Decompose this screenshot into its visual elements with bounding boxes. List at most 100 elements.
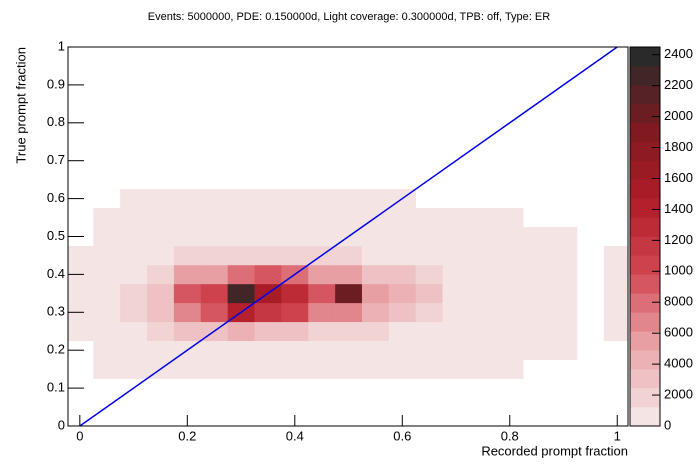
heatmap-cell	[254, 227, 282, 247]
heatmap-cell	[308, 340, 336, 360]
colorbar-band	[630, 255, 660, 275]
heatmap-cell	[281, 189, 309, 209]
colorbar-tick-label: 2400	[664, 46, 693, 61]
heatmap-cell	[361, 227, 390, 247]
heatmap-cell	[308, 302, 336, 323]
heatmap-cell	[200, 227, 228, 247]
colorbar-band	[630, 369, 660, 389]
heatmap-cell	[227, 208, 255, 228]
heatmap-cell	[388, 245, 417, 266]
heatmap-cell	[200, 245, 228, 266]
colorbar-band	[630, 274, 660, 294]
heatmap-cell	[361, 359, 390, 379]
heatmap-cell	[93, 359, 121, 379]
colorbar-tick-label: 4000	[664, 356, 693, 371]
colorbar-tick-label: 8000	[664, 294, 693, 309]
x-tick-label: 0.6	[393, 428, 411, 443]
heatmap-cell	[415, 359, 443, 379]
heatmap-cell	[227, 264, 255, 285]
heatmap-cell	[469, 283, 497, 304]
y-tick-label: 0.9	[47, 76, 65, 91]
heatmap-cell	[93, 340, 121, 360]
heatmap-cell	[388, 321, 417, 342]
heatmap-cell	[281, 208, 309, 228]
heatmap-cell	[254, 302, 282, 323]
heatmap-cell	[120, 321, 148, 342]
heatmap-cell	[496, 264, 524, 285]
heatmap-cell	[120, 264, 148, 285]
heatmap-cell	[361, 264, 390, 285]
heatmap-cell	[147, 321, 175, 342]
heatmap-cell	[254, 359, 282, 379]
heatmap-cell	[308, 208, 336, 228]
heatmap-cell	[120, 245, 148, 266]
y-tick-label: 0	[58, 417, 65, 432]
heatmap-cell	[496, 227, 524, 247]
heatmap-cell	[442, 359, 470, 379]
heatmap	[68, 189, 628, 379]
heatmap-cell	[93, 227, 121, 247]
x-tick-label: 0.4	[286, 428, 304, 443]
heatmap-cell	[388, 208, 417, 228]
heatmap-cell	[496, 302, 524, 323]
heatmap-cell	[93, 283, 121, 304]
y-tick-label: 0.1	[47, 380, 65, 395]
heatmap-cell	[523, 340, 551, 360]
colorbar-band	[630, 312, 660, 332]
heatmap-cell	[308, 264, 336, 285]
heatmap-cell	[469, 302, 497, 323]
heatmap-cell	[200, 189, 228, 209]
heatmap-cell	[335, 208, 363, 228]
colorbar-band	[630, 407, 660, 427]
heatmap-cell	[442, 245, 470, 266]
heatmap-cell	[120, 340, 148, 360]
heatmap-cell	[361, 283, 390, 304]
y-tick-label: 0.8	[47, 114, 65, 129]
heatmap-cell	[335, 321, 363, 342]
heatmap-cell	[442, 208, 470, 228]
heatmap-cell	[550, 321, 578, 342]
heatmap-cell	[200, 359, 228, 379]
colorbar-tick-label: 0	[664, 417, 671, 432]
colorbar-tick-label: 6000	[664, 325, 693, 340]
heatmap-cell	[415, 208, 443, 228]
heatmap-cell	[603, 245, 628, 266]
colorbar-tick-label: 1600	[664, 170, 693, 185]
heatmap-cell	[227, 321, 255, 342]
heatmap-cell	[361, 302, 390, 323]
heatmap-cell	[361, 245, 390, 266]
heatmap-cell	[227, 359, 255, 379]
colorbar-band	[630, 293, 660, 313]
y-tick-label: 1	[58, 38, 65, 53]
colorbar-band	[630, 350, 660, 370]
heatmap-cell	[442, 340, 470, 360]
heatmap-cell	[68, 283, 94, 304]
heatmap-cell	[550, 227, 578, 247]
heatmap-cell	[388, 359, 417, 379]
heatmap-cell	[603, 302, 628, 323]
heatmap-cell	[173, 302, 202, 323]
x-tick-label: 0.2	[178, 428, 196, 443]
heatmap-cell	[335, 189, 363, 209]
heatmap-cell	[415, 264, 443, 285]
colorbar-band	[630, 236, 660, 256]
heatmap-cell	[550, 245, 578, 266]
heatmap-cell	[469, 208, 497, 228]
heatmap-cell	[93, 264, 121, 285]
heatmap-cell	[200, 208, 228, 228]
heatmap-cell	[308, 283, 336, 304]
x-tick-label: 1	[614, 428, 621, 443]
y-tick-label: 0.6	[47, 190, 65, 205]
heatmap-cell	[281, 321, 309, 342]
heatmap-cell	[120, 359, 148, 379]
heatmap-cell	[469, 340, 497, 360]
x-tick-label: 0.8	[501, 428, 519, 443]
heatmap-cell	[254, 321, 282, 342]
heatmap-cell	[227, 283, 255, 304]
heatmap-cell	[227, 189, 255, 209]
heatmap-cell	[550, 283, 578, 304]
heatmap-cell	[442, 283, 470, 304]
heatmap-cell	[415, 283, 443, 304]
heatmap-cell	[281, 283, 309, 304]
